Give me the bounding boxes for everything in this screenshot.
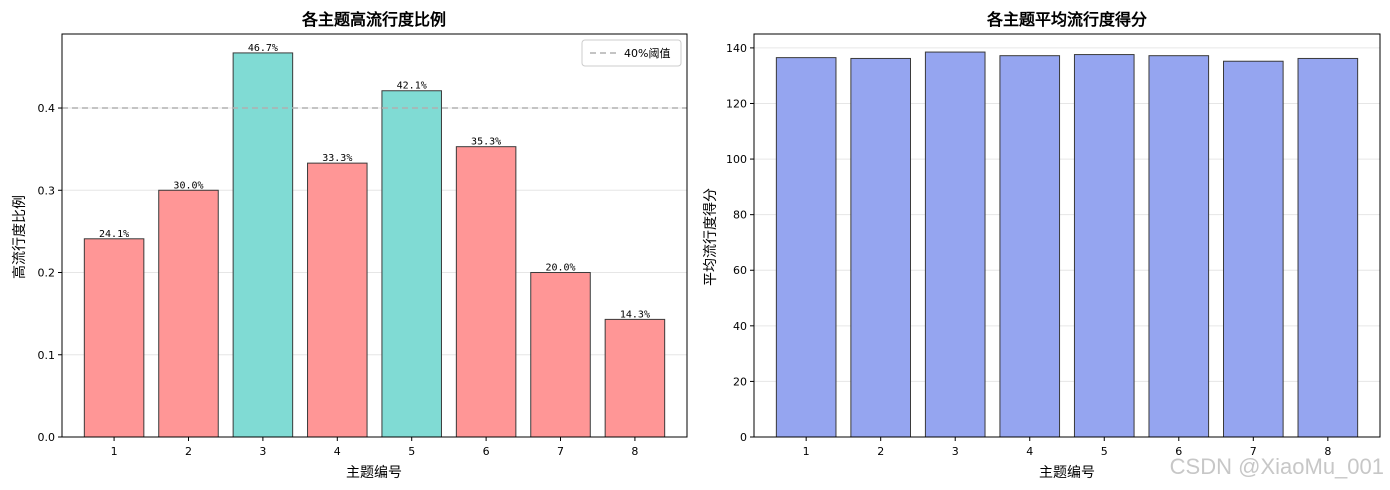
y-tick-label: 0 bbox=[740, 431, 747, 444]
bar bbox=[1297, 57, 1359, 438]
x-tick-label: 6 bbox=[483, 445, 490, 458]
chart-title: 各主题高流行度比例 bbox=[301, 10, 446, 29]
x-tick-label: 1 bbox=[803, 445, 810, 458]
y-tick-label: 20 bbox=[733, 375, 747, 388]
bar bbox=[1148, 55, 1210, 438]
bar bbox=[604, 318, 666, 438]
bar bbox=[775, 57, 837, 438]
x-tick-label: 1 bbox=[111, 445, 118, 458]
y-tick-label: 0.1 bbox=[38, 349, 56, 362]
x-tick-label: 5 bbox=[408, 445, 415, 458]
x-tick-label: 6 bbox=[1175, 445, 1182, 458]
y-tick-label: 140 bbox=[726, 42, 747, 55]
x-tick-label: 2 bbox=[185, 445, 192, 458]
data-label: 35.3% bbox=[471, 137, 501, 148]
x-tick-label: 3 bbox=[259, 445, 266, 458]
plot-frame bbox=[61, 33, 688, 438]
y-tick-label: 0.3 bbox=[38, 184, 56, 197]
x-tick-label: 3 bbox=[952, 445, 959, 458]
data-label: 24.1% bbox=[99, 229, 129, 240]
y-axis-label: 平均流行度得分 bbox=[702, 188, 719, 286]
data-label: 20.0% bbox=[545, 263, 575, 274]
bar bbox=[530, 272, 591, 438]
y-tick-label: 0.2 bbox=[38, 267, 56, 280]
chart-title: 各主题平均流行度得分 bbox=[986, 10, 1147, 29]
y-tick-label: 0.0 bbox=[38, 431, 56, 444]
x-tick-label: 5 bbox=[1101, 445, 1108, 458]
x-tick-label: 7 bbox=[1250, 445, 1257, 458]
chart-average-score: 各主题平均流行度得分 主题编号 平均流行度得分 0 20 40 60 80 100 120 1… bbox=[702, 10, 1381, 481]
y-tick-label: 60 bbox=[733, 264, 747, 277]
x-tick-label: 7 bbox=[557, 445, 564, 458]
x-tick-label: 8 bbox=[1324, 445, 1331, 458]
bar bbox=[83, 238, 145, 438]
chart-popularity-ratio: 各主题高流行度比例 主题编号 高流行度比例 24.1% 30.0% 46.7% 33.… bbox=[11, 10, 688, 481]
y-tick-label: 40 bbox=[733, 320, 747, 333]
data-label: 33.3% bbox=[322, 153, 352, 164]
data-label: 30.0% bbox=[173, 180, 203, 191]
bar bbox=[1073, 54, 1135, 438]
bar bbox=[999, 55, 1061, 438]
x-tick-label: 4 bbox=[1026, 445, 1033, 458]
bar bbox=[381, 90, 442, 438]
bar bbox=[232, 52, 294, 438]
plot-frame bbox=[753, 33, 1381, 438]
x-axis-label: 主题编号 bbox=[346, 465, 402, 481]
x-tick-label: 2 bbox=[877, 445, 884, 458]
bar bbox=[455, 146, 517, 438]
y-tick-label: 0.4 bbox=[38, 102, 56, 115]
bar bbox=[307, 162, 368, 438]
y-tick-label: 100 bbox=[726, 153, 747, 166]
legend-label: 40%阈值 bbox=[624, 46, 670, 60]
y-tick-label: 80 bbox=[733, 209, 747, 222]
bar bbox=[850, 57, 912, 438]
legend: 40%阈值 bbox=[581, 39, 682, 67]
bar bbox=[924, 51, 986, 438]
bar bbox=[1223, 60, 1284, 438]
legend-box bbox=[581, 39, 682, 67]
x-axis-label: 主题编号 bbox=[1039, 465, 1095, 481]
x-tick-label: 8 bbox=[631, 445, 638, 458]
y-axis-label: 高流行度比例 bbox=[11, 195, 28, 279]
bar bbox=[158, 189, 219, 438]
y-tick-label: 120 bbox=[726, 97, 747, 110]
x-tick-label: 4 bbox=[334, 445, 341, 458]
data-label: 46.7% bbox=[248, 43, 278, 54]
watermark: CSDN @XiaoMu_001 bbox=[1169, 454, 1384, 479]
data-label: 14.3% bbox=[620, 309, 650, 320]
data-label: 42.1% bbox=[397, 81, 427, 92]
